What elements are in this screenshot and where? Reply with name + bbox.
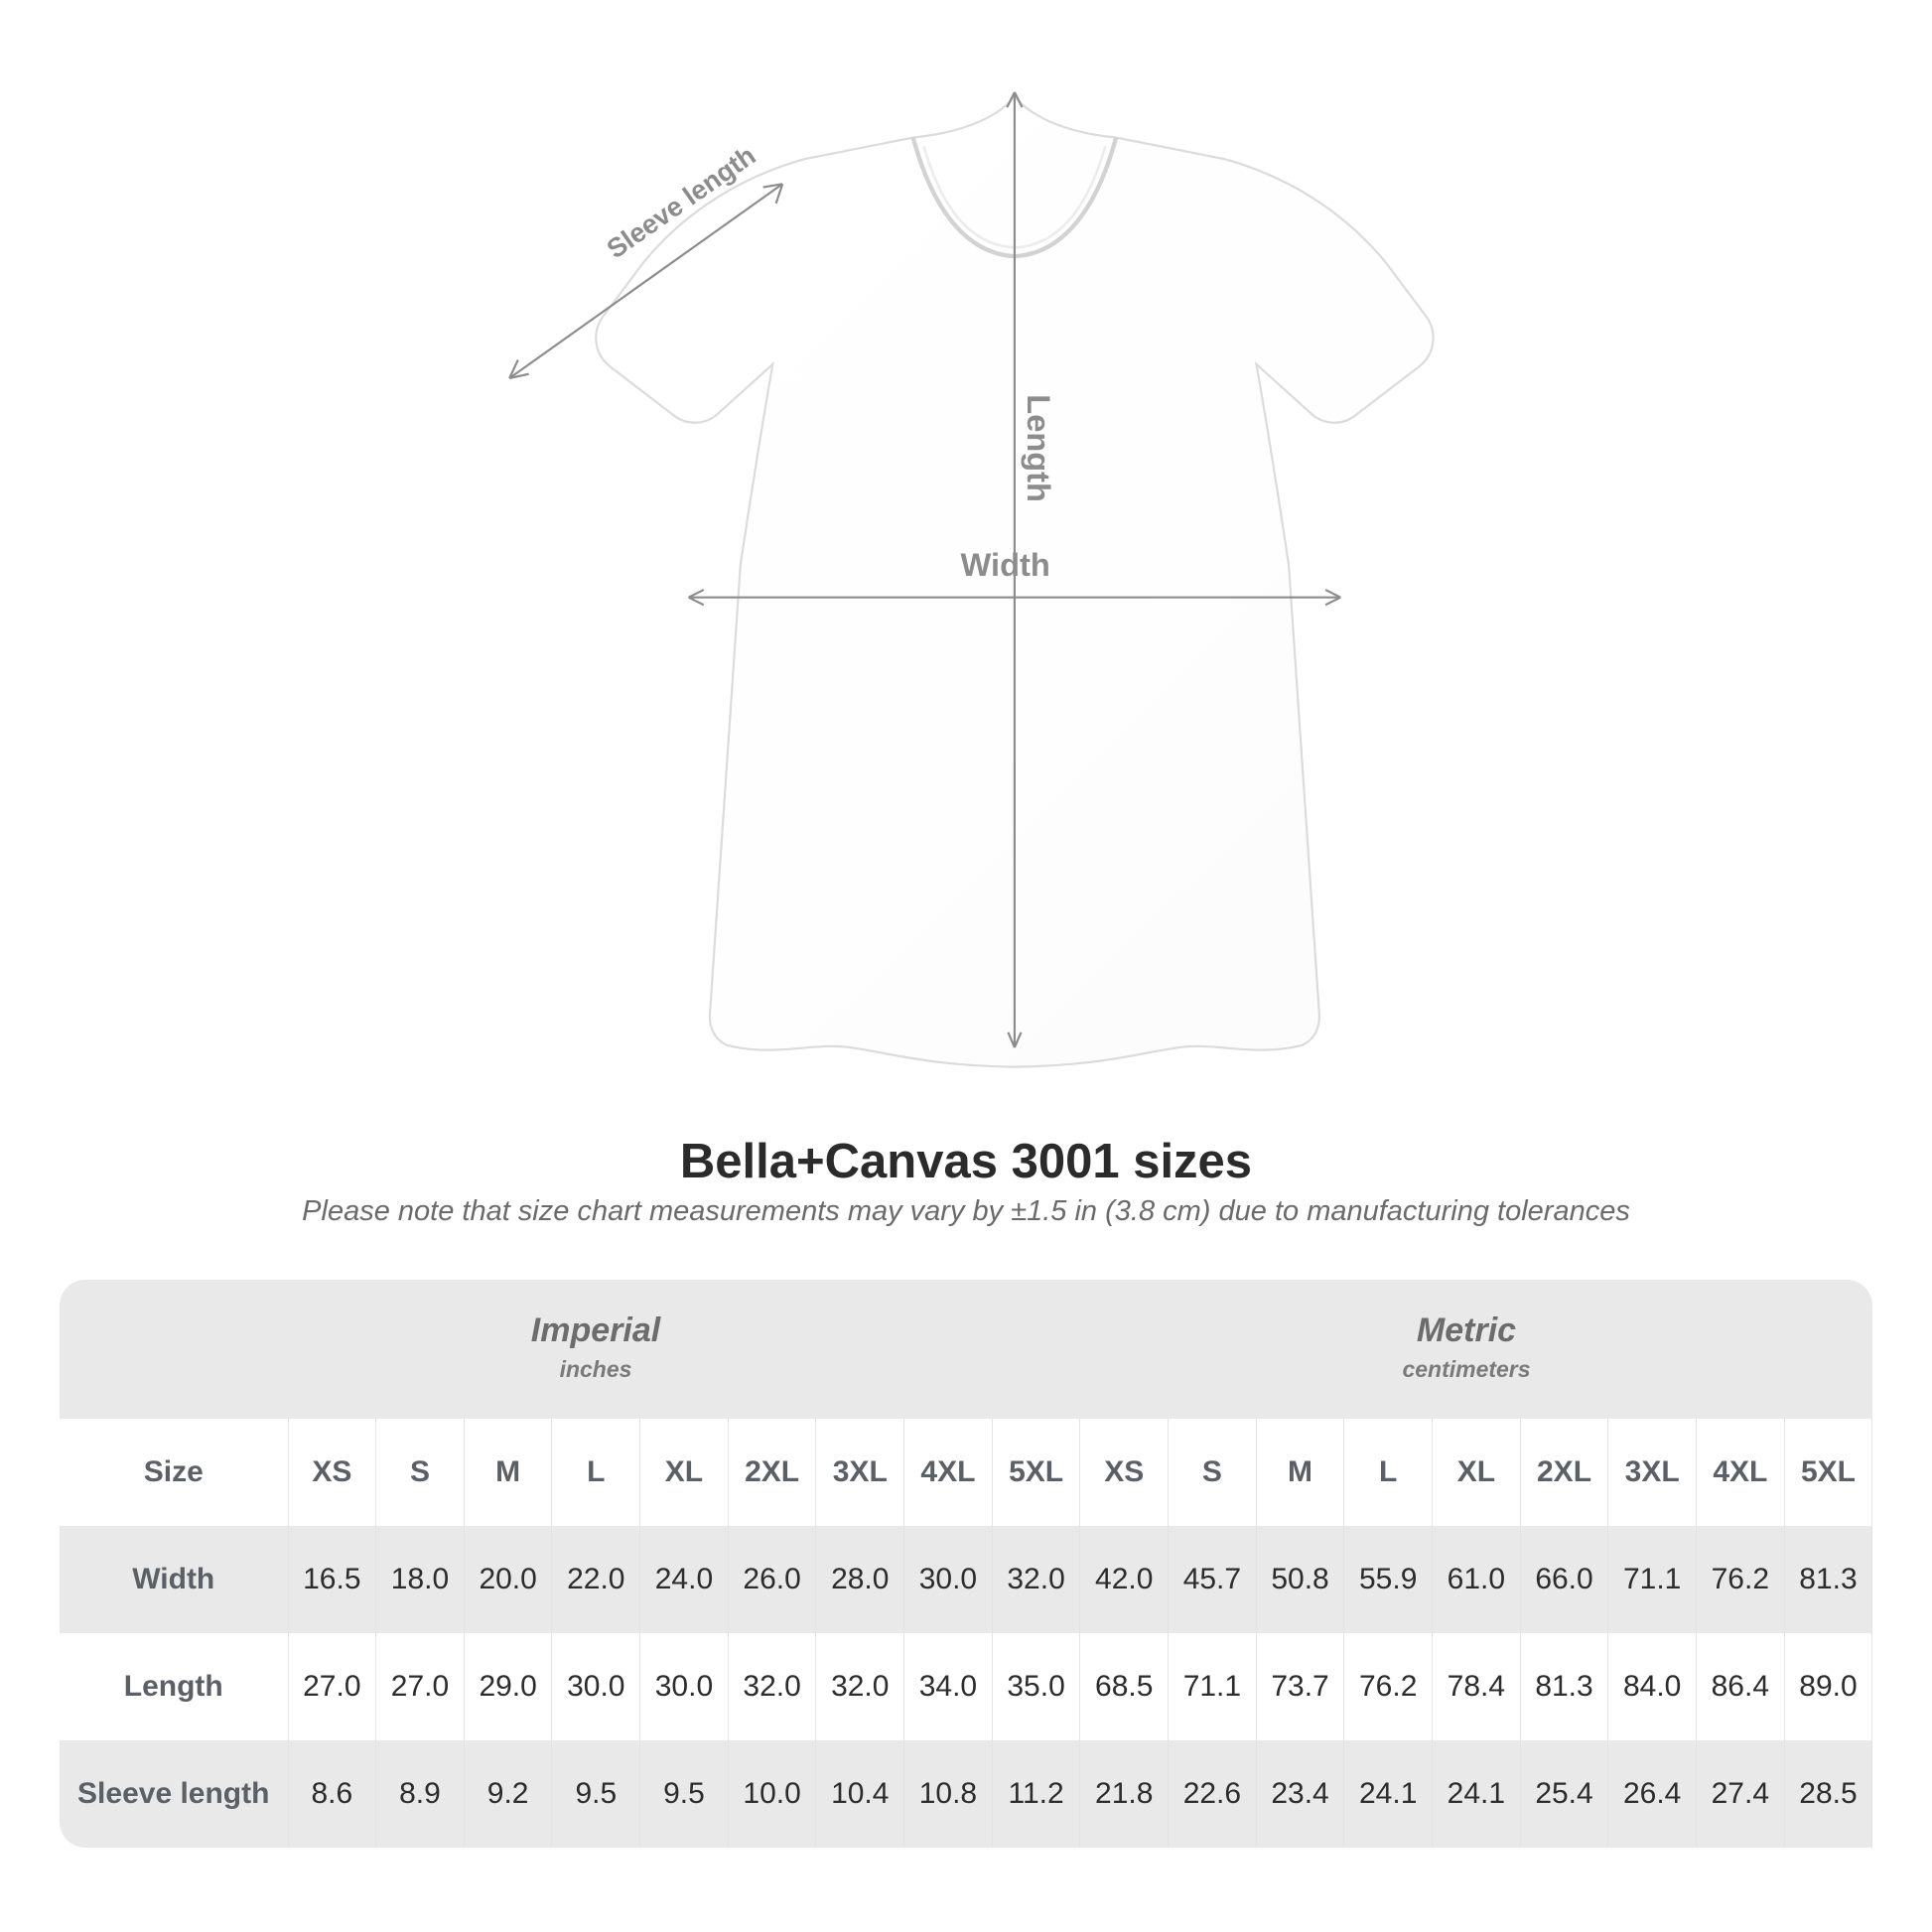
svg-text:Length: Length: [1021, 394, 1057, 502]
svg-text:Width: Width: [961, 546, 1050, 583]
